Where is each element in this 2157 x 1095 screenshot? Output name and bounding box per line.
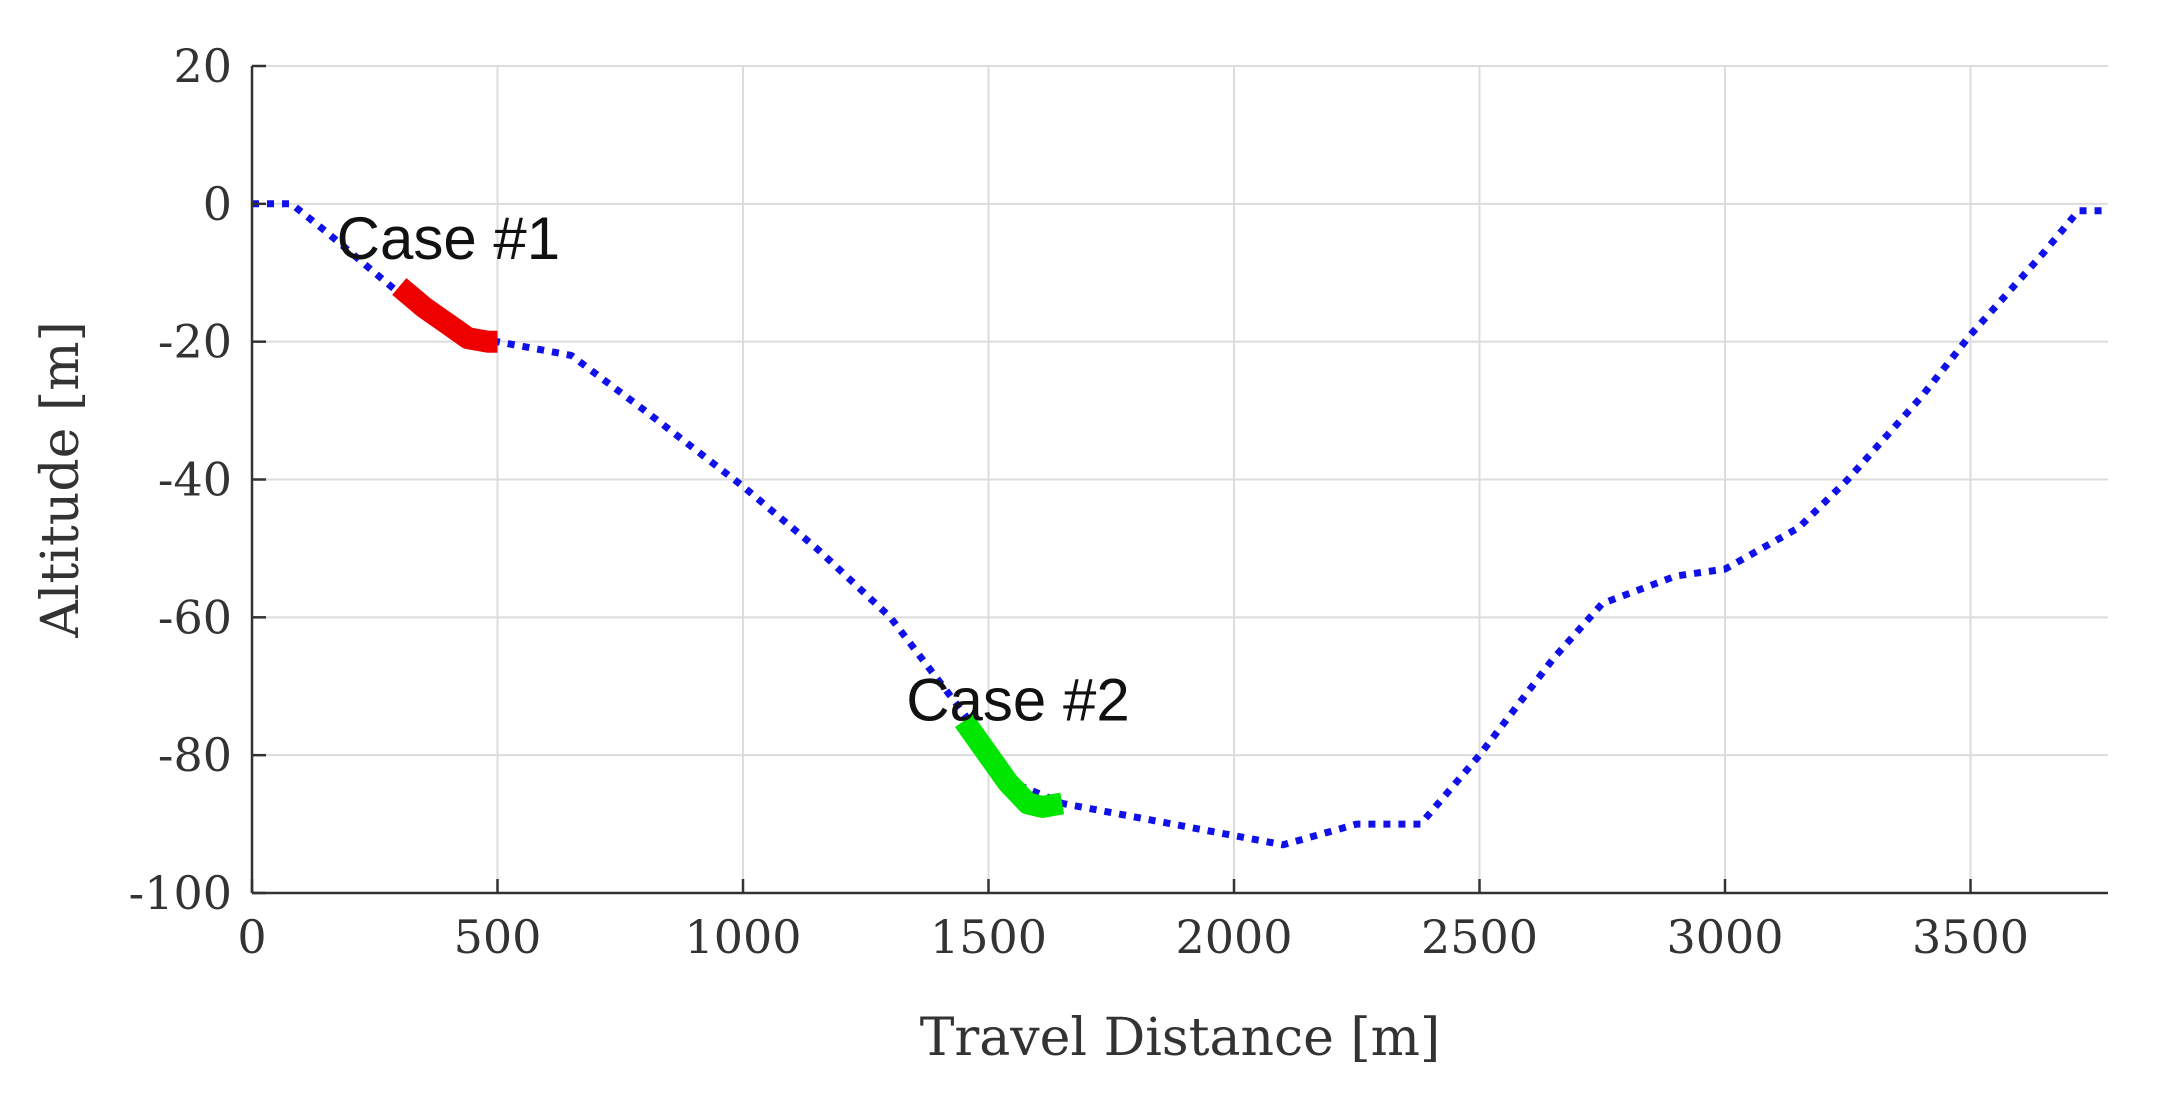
y-tick-label-3: -40	[158, 453, 232, 507]
y-tick-label-1: 0	[203, 177, 232, 231]
series-line-2	[955, 714, 1065, 818]
annotation-1: Case #2	[906, 667, 1129, 734]
axis-layer	[250, 64, 2108, 895]
x-tick-label-3: 1500	[930, 910, 1047, 964]
x-axis-title: Travel Distance [m]	[920, 1008, 1441, 1068]
x-tick-label-1: 500	[454, 910, 542, 964]
label-layer: 0 500 1000 1500 2000 2500 3000 3500 20 0 -20 -40 -60…	[129, 39, 2029, 964]
y-tick-label-2: -20	[158, 315, 232, 369]
y-axis-title: Altitude [m]	[31, 321, 91, 639]
annotation-0: Case #1	[337, 205, 560, 272]
grid-layer	[252, 65, 2108, 893]
x-tick-label-5: 2500	[1421, 910, 1538, 964]
series-line-0	[252, 200, 2108, 849]
y-tick-label-0: 20	[173, 39, 232, 93]
x-tick-label-7: 3500	[1912, 910, 2029, 964]
y-tick-label-4: -60	[158, 590, 232, 644]
y-tick-label-5: -80	[158, 728, 232, 782]
series-line-1	[392, 278, 499, 353]
x-tick-label-0: 0	[237, 910, 266, 964]
x-tick-label-6: 3000	[1666, 910, 1783, 964]
y-tick-label-6: -100	[129, 866, 232, 920]
x-tick-label-2: 1000	[684, 910, 801, 964]
x-tick-label-4: 2000	[1175, 910, 1292, 964]
series-layer	[252, 200, 2108, 849]
